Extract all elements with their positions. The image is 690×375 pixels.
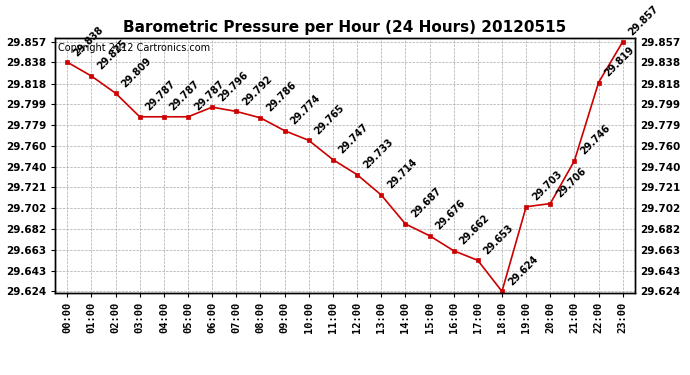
Text: 29.706: 29.706 xyxy=(555,166,588,200)
Title: Barometric Pressure per Hour (24 Hours) 20120515: Barometric Pressure per Hour (24 Hours) … xyxy=(124,20,566,35)
Text: 29.662: 29.662 xyxy=(458,213,491,246)
Text: 29.714: 29.714 xyxy=(386,157,419,191)
Text: 29.676: 29.676 xyxy=(434,198,467,231)
Text: 29.786: 29.786 xyxy=(265,80,298,114)
Text: 29.825: 29.825 xyxy=(96,38,129,72)
Text: 29.687: 29.687 xyxy=(410,186,443,220)
Text: 29.857: 29.857 xyxy=(627,4,660,38)
Text: 29.787: 29.787 xyxy=(168,79,201,112)
Text: 29.703: 29.703 xyxy=(531,169,564,202)
Text: 29.796: 29.796 xyxy=(217,69,250,103)
Text: 29.838: 29.838 xyxy=(72,24,105,58)
Text: 29.746: 29.746 xyxy=(579,123,612,156)
Text: 29.787: 29.787 xyxy=(193,79,226,112)
Text: 29.653: 29.653 xyxy=(482,223,515,256)
Text: 29.819: 29.819 xyxy=(603,45,636,78)
Text: 29.765: 29.765 xyxy=(313,103,346,136)
Text: 29.747: 29.747 xyxy=(337,122,371,156)
Text: Copyright 2012 Cartronics.com: Copyright 2012 Cartronics.com xyxy=(58,43,210,52)
Text: 29.809: 29.809 xyxy=(120,56,153,89)
Text: 29.624: 29.624 xyxy=(506,254,540,287)
Text: 29.774: 29.774 xyxy=(289,93,322,126)
Text: 29.733: 29.733 xyxy=(362,137,395,171)
Text: 29.792: 29.792 xyxy=(241,74,274,107)
Text: 29.787: 29.787 xyxy=(144,79,177,112)
